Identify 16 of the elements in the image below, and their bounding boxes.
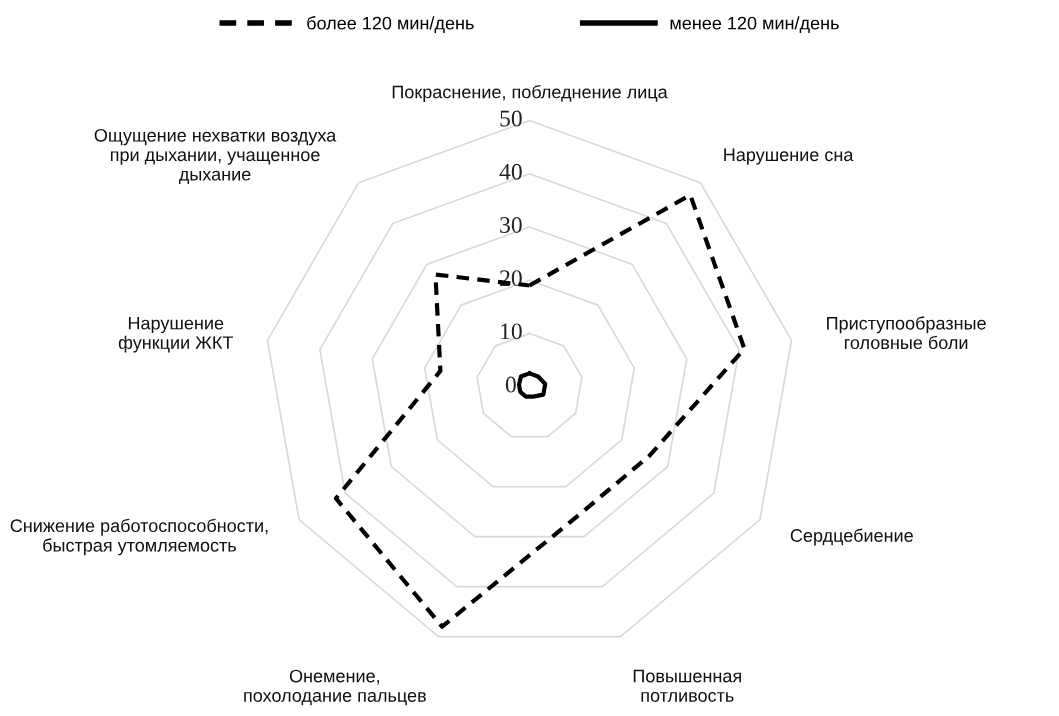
spoke-label: Приступообразные головные боли: [827, 316, 986, 350]
spoke-label: Сердцебиение: [790, 528, 913, 546]
spoke-label: Онемение, похолодание пальцев: [244, 669, 426, 706]
y-tick-label: 0: [505, 376, 516, 393]
y-tick-label: 10: [501, 323, 522, 340]
y-tick-label: 50: [500, 110, 522, 127]
spoke-label: Покраснение, побледнение лица: [392, 84, 668, 102]
spoke-label: Нарушение сна: [724, 148, 854, 165]
spoke-label: Повышенная потливость: [633, 669, 741, 702]
spoke-label: Нарушение функции ЖКТ: [118, 316, 233, 353]
legend-label: более 120 мин/день: [307, 16, 474, 33]
legend-label: менее 120 мин/день: [670, 16, 839, 33]
spoke-label: Снижение работоспособности, быстрая утомляемость: [10, 518, 268, 556]
y-tick-label: 40: [499, 163, 522, 180]
spoke-label: Ощущение нехватки воздуха при дыхании, учащенное дыхание: [94, 128, 337, 185]
y-tick-label: 30: [500, 216, 522, 233]
